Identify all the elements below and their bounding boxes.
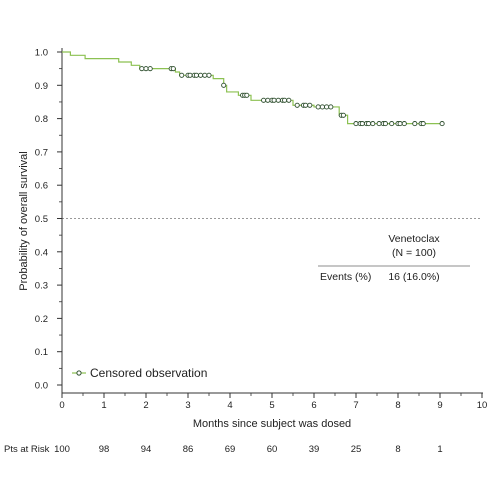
censor-marker-43 xyxy=(382,121,388,127)
censor-marker-29 xyxy=(315,104,321,110)
risk-value-0: 100 xyxy=(54,444,70,455)
risk-value-2: 94 xyxy=(141,444,152,455)
y-tick-label-8: 0.8 xyxy=(35,114,48,125)
x-tick-label-4: 4 xyxy=(227,400,232,411)
y-tick-label-5: 0.5 xyxy=(35,214,48,225)
censor-marker-2 xyxy=(147,66,153,72)
censor-marker-50 xyxy=(420,121,426,127)
x-tick-label-3: 3 xyxy=(185,400,190,411)
censor-marker-46 xyxy=(397,121,403,127)
censor-marker-51 xyxy=(439,121,445,127)
axes: 0.0 0.1 0.2 0.3 0.4 0.5 0.6 0.7 0.8 0.9 1.0 0 1 2 3 4 5 6… xyxy=(35,48,488,412)
x-tick-label-9: 9 xyxy=(437,400,442,411)
censor-marker-28 xyxy=(307,102,313,108)
x-tick-label-1: 1 xyxy=(101,400,106,411)
survival-curves xyxy=(62,51,443,125)
censor-marker-21 xyxy=(275,97,281,103)
survival-curve-0 xyxy=(62,51,443,125)
censor-marker-11 xyxy=(202,72,208,78)
legend: Censored observation xyxy=(72,366,207,380)
censor-marker-30 xyxy=(319,104,325,110)
x-tick-label-6: 6 xyxy=(311,400,316,411)
censored-markers xyxy=(139,66,445,127)
risk-table-label: Pts at Risk xyxy=(4,444,50,455)
censor-marker-20 xyxy=(271,97,277,103)
censor-marker-5 xyxy=(179,72,185,78)
info-group-name: Venetoclax xyxy=(388,233,440,245)
info-events-value: 16 (16.0%) xyxy=(388,271,439,283)
x-tick-label-10: 10 xyxy=(477,400,488,411)
risk-value-3: 86 xyxy=(183,444,194,455)
censor-marker-18 xyxy=(265,97,271,103)
risk-value-7: 25 xyxy=(351,444,362,455)
censor-marker-9 xyxy=(193,72,199,78)
risk-value-5: 60 xyxy=(267,444,278,455)
x-axis-title: Months since subject was dosed xyxy=(193,418,351,430)
censor-marker-35 xyxy=(353,121,359,127)
censor-marker-27 xyxy=(303,102,309,108)
info-group-n: (N = 100) xyxy=(392,247,436,259)
censor-marker-10 xyxy=(198,72,204,78)
legend-censor-marker xyxy=(76,370,82,376)
risk-value-9: 1 xyxy=(437,444,442,455)
risk-value-6: 39 xyxy=(309,444,320,455)
censor-marker-48 xyxy=(412,121,418,127)
x-tick-label-7: 7 xyxy=(353,400,358,411)
risk-value-4: 69 xyxy=(225,444,236,455)
censor-marker-37 xyxy=(359,121,365,127)
risk-table: Pts at Risk 100 98 94 86 69 60 39 25 8 1 xyxy=(4,444,443,455)
censor-marker-17 xyxy=(261,97,267,103)
censor-marker-7 xyxy=(187,72,193,78)
y-tick-label-6: 0.6 xyxy=(35,181,48,192)
censor-marker-23 xyxy=(282,97,288,103)
censor-marker-44 xyxy=(389,121,395,127)
censor-marker-12 xyxy=(206,72,212,78)
legend-label: Censored observation xyxy=(90,366,207,380)
x-tick-label-2: 2 xyxy=(143,400,148,411)
censor-marker-24 xyxy=(286,97,292,103)
y-tick-label-4: 0.4 xyxy=(35,247,48,258)
y-tick-label-1: 0.1 xyxy=(35,347,48,358)
risk-value-1: 98 xyxy=(99,444,110,455)
censor-marker-47 xyxy=(401,121,407,127)
y-tick-label-3: 0.3 xyxy=(35,281,48,292)
censor-marker-13 xyxy=(221,82,227,88)
censor-marker-16 xyxy=(244,92,250,98)
x-tick-label-0: 0 xyxy=(59,400,64,411)
censor-marker-1 xyxy=(143,66,149,72)
info-events-label: Events (%) xyxy=(320,271,371,283)
censor-marker-25 xyxy=(294,102,300,108)
x-tick-label-8: 8 xyxy=(395,400,400,411)
censor-marker-41 xyxy=(376,121,382,127)
censor-marker-39 xyxy=(366,121,372,127)
censor-marker-34 xyxy=(340,112,346,118)
censor-marker-31 xyxy=(324,104,330,110)
y-tick-label-2: 0.2 xyxy=(35,314,48,325)
censor-marker-40 xyxy=(370,121,376,127)
risk-value-8: 8 xyxy=(395,444,400,455)
x-tick-label-5: 5 xyxy=(269,400,274,411)
y-axis-title: Probability of overall survival xyxy=(18,151,30,290)
censor-marker-32 xyxy=(328,104,334,110)
y-tick-label-10: 1.0 xyxy=(35,48,48,59)
info-box: Venetoclax (N = 100) Events (%) 16 (16.0… xyxy=(318,233,470,283)
y-tick-label-7: 0.7 xyxy=(35,147,48,158)
censor-marker-0 xyxy=(139,66,145,72)
y-tick-label-9: 0.9 xyxy=(35,81,48,92)
y-tick-label-0: 0.0 xyxy=(35,381,48,392)
censor-marker-4 xyxy=(170,66,176,72)
